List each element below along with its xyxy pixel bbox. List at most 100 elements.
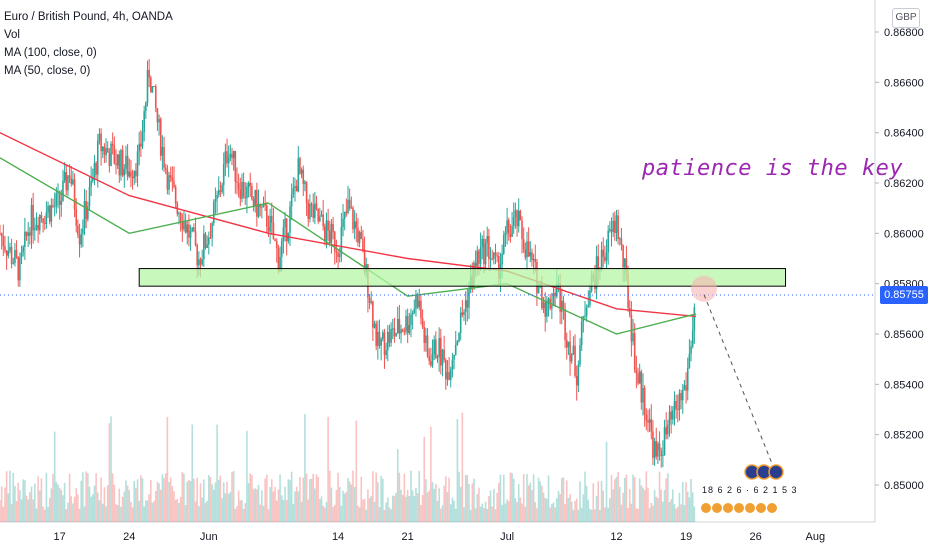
volume-bar (423, 436, 426, 522)
volume-bar (464, 475, 467, 522)
volume-bar (585, 485, 588, 522)
candle-body (451, 359, 454, 370)
volume-bar (150, 480, 152, 522)
candle-body (527, 241, 530, 257)
volume-bar (373, 501, 376, 522)
volume-bar (372, 471, 374, 522)
volume-bar (111, 473, 114, 522)
volume-bar (5, 471, 8, 522)
candle-body (542, 302, 545, 309)
volume-bar (532, 474, 535, 522)
candle-body (4, 246, 6, 251)
volume-bar (292, 504, 295, 522)
ma100-indicator-label[interactable]: MA (100, close, 0) (4, 47, 97, 59)
volume-bar (433, 488, 435, 522)
candle-body (194, 231, 197, 246)
candle-body (632, 333, 634, 342)
candle-body (178, 213, 180, 215)
candle-body (377, 331, 379, 346)
volume-bar (343, 493, 346, 522)
candle-body (662, 454, 664, 456)
candle-body (667, 424, 669, 435)
currency-badge[interactable]: GBP (892, 8, 920, 28)
volume-bar (438, 488, 440, 522)
volume-bar (610, 474, 613, 522)
volume-bar (93, 485, 96, 522)
volume-bar (536, 508, 538, 522)
candle-body (570, 354, 573, 362)
candle-body (461, 312, 464, 315)
volume-bar (557, 490, 560, 522)
volume-bar (246, 430, 248, 522)
candle-body (254, 189, 257, 207)
volume-bar (65, 509, 68, 522)
candle-body (62, 180, 64, 201)
candle-body (544, 302, 547, 317)
volume-bar (463, 507, 465, 522)
symbol-title[interactable]: Euro / British Pound, 4h, OANDA (4, 11, 173, 23)
candle-body (297, 158, 300, 192)
volume-bar (141, 478, 144, 522)
volume-bar (534, 502, 537, 522)
volume-bar (106, 485, 109, 522)
candle-body (92, 177, 94, 181)
candle-body (275, 241, 278, 249)
candle-body (534, 258, 537, 262)
volume-bar (159, 489, 162, 522)
volume-bar (491, 506, 493, 522)
volume-bar (614, 479, 616, 522)
volume-bar (146, 500, 149, 522)
volume-bar (388, 507, 391, 522)
ma100-line (0, 132, 697, 318)
volume-bar (259, 504, 261, 522)
volume-bar (101, 503, 104, 522)
candle-body (537, 285, 540, 294)
volume-bar (440, 508, 442, 522)
candle-body (319, 216, 321, 222)
candle-body (305, 181, 308, 204)
candle-body (468, 289, 470, 308)
candle-body (22, 246, 25, 253)
volume-bar (686, 491, 689, 522)
volume-bar (574, 500, 576, 522)
candle-body (643, 387, 646, 415)
volume-bar (328, 470, 331, 522)
candle-body (95, 163, 97, 175)
candle-body (635, 370, 638, 374)
candle-body (324, 226, 326, 241)
candle-body (234, 151, 237, 182)
candle-body (7, 250, 10, 256)
volume-indicator-label[interactable]: Vol (4, 29, 20, 41)
candle-body (47, 205, 49, 213)
candle-body (90, 180, 92, 187)
candle-body (645, 414, 648, 421)
ma50-indicator-label[interactable]: MA (50, close, 0) (4, 65, 91, 77)
volume-bar (448, 477, 450, 522)
candle-body (294, 186, 296, 189)
volume-bar (294, 491, 296, 522)
candle-body (12, 262, 15, 264)
candle-body (63, 171, 66, 181)
candle-body (100, 133, 102, 152)
volume-bar (282, 499, 285, 522)
candle-body (328, 230, 331, 244)
volume-bar (673, 504, 676, 522)
candle-body (347, 199, 349, 214)
candle-body (307, 203, 310, 219)
volume-bar (342, 490, 344, 522)
candle-body (299, 158, 301, 174)
events-strip[interactable]: 18 6 2 6 · 6 2 1 5 3 (702, 485, 798, 495)
candle-body (415, 295, 417, 309)
candle-body (87, 206, 89, 220)
candle-body (428, 356, 431, 361)
volume-bar (630, 503, 633, 522)
candle-body (562, 300, 565, 310)
resistance-zone (138, 268, 787, 287)
volume-bar (70, 496, 73, 522)
volume-bar (360, 476, 363, 522)
candle-body (103, 146, 106, 156)
volume-bar (138, 500, 141, 522)
volume-bar (224, 493, 227, 522)
annotation-text[interactable]: patience is the key (642, 156, 904, 181)
